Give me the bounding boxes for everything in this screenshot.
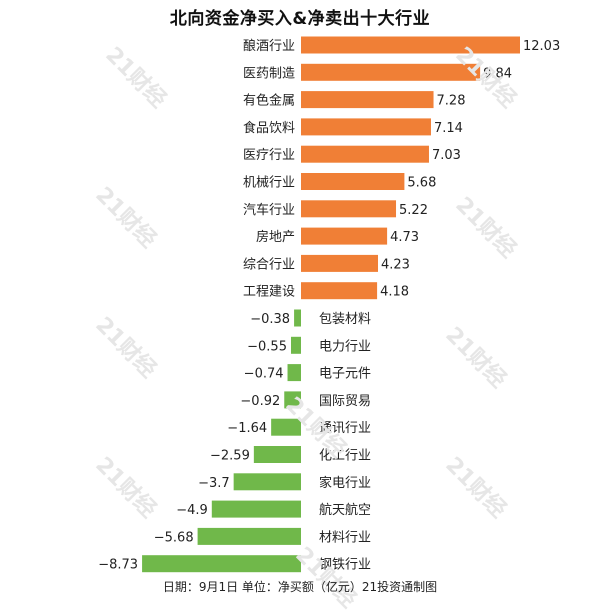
bar	[301, 36, 520, 54]
category-label: 酿酒行业	[243, 38, 295, 54]
bar	[301, 282, 378, 300]
bar	[294, 309, 301, 327]
bar	[301, 200, 397, 218]
bar	[301, 227, 388, 245]
value-label: −0.92	[240, 394, 280, 409]
category-label: 医药制造	[243, 66, 295, 81]
value-label: −2.59	[210, 449, 250, 464]
value-label: −0.55	[247, 339, 287, 354]
chart-title: 北向资金净买入&净卖出十大行业	[169, 9, 431, 29]
value-label: 7.03	[432, 148, 461, 163]
category-label: 电力行业	[319, 339, 371, 354]
category-label: 食品饮料	[243, 120, 295, 136]
value-label: 4.73	[390, 230, 419, 245]
category-label: 房地产	[256, 229, 295, 245]
bar	[301, 254, 379, 272]
bar	[197, 527, 301, 545]
category-label: 材料行业	[319, 530, 371, 545]
bar	[142, 555, 301, 573]
bar	[211, 500, 301, 518]
value-label: 4.18	[380, 285, 409, 300]
value-label: 7.14	[434, 121, 463, 136]
bar-chart: 酿酒行业 12.03 医药制造 9.84 有色金属 7.28 食品饮料 7.14 医疗行业 7.0…	[98, 36, 560, 573]
category-label: 家电行业	[319, 475, 371, 491]
value-label: 9.84	[483, 66, 512, 81]
chart-note: 日期：9月1日 单位：净买额（亿元）21投资通制图	[162, 580, 438, 594]
category-label: 电子元件	[319, 367, 371, 382]
value-label: −3.7	[198, 476, 230, 491]
category-label: 化工行业	[319, 449, 371, 464]
category-label: 通讯行业	[319, 421, 371, 436]
category-label: 钢铁行业	[319, 558, 371, 573]
value-label: −0.38	[250, 312, 290, 327]
bar	[301, 173, 405, 190]
value-label: 5.22	[399, 203, 428, 218]
category-label: 医疗行业	[243, 148, 295, 163]
category-label: 国际贸易	[319, 394, 371, 409]
bar	[301, 91, 434, 109]
bar	[290, 336, 301, 354]
bar	[287, 364, 301, 382]
value-label: −5.68	[154, 530, 194, 545]
category-label: 有色金属	[243, 93, 295, 109]
bar	[301, 63, 481, 81]
category-label: 工程建设	[243, 285, 295, 300]
category-label: 航天航空	[319, 502, 371, 518]
value-label: −4.9	[176, 503, 208, 518]
value-label: −1.64	[227, 421, 267, 436]
category-label: 汽车行业	[243, 202, 295, 218]
value-label: −8.73	[98, 558, 138, 573]
bar	[271, 418, 301, 436]
category-label: 包装材料	[319, 312, 371, 327]
category-label: 综合行业	[243, 257, 295, 272]
bar	[301, 118, 431, 136]
bar	[284, 391, 301, 409]
category-label: 机械行业	[243, 176, 295, 191]
value-label: 5.68	[407, 176, 436, 191]
value-label: −0.74	[244, 367, 284, 382]
bar	[253, 446, 301, 463]
value-label: 12.03	[523, 39, 560, 54]
bar	[233, 473, 301, 491]
bar	[301, 145, 429, 163]
value-label: 4.23	[381, 257, 410, 272]
value-label: 7.28	[437, 94, 466, 109]
